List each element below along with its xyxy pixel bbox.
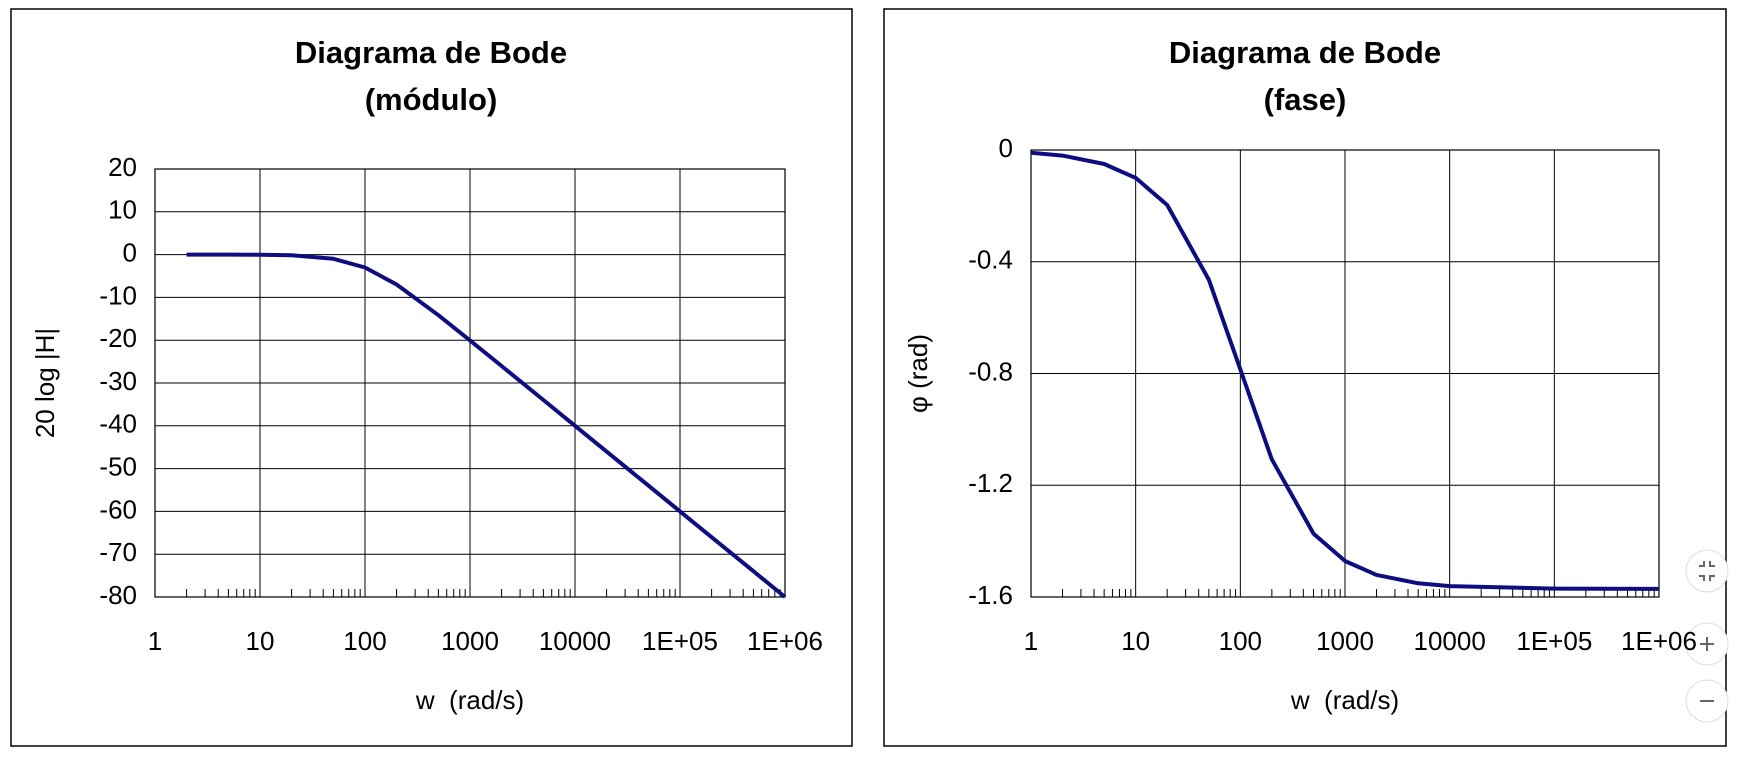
x-axis-title: w (rad/s) — [415, 685, 524, 715]
chart: Diagrama de Bode(módulo)1 10 100 1000 10000 1… — [30, 35, 823, 715]
y-tick-label: -50 — [99, 451, 137, 481]
x-tick-label: 100 — [343, 626, 386, 656]
fit-icon — [1699, 561, 1715, 581]
y-tick-label: -1.2 — [968, 468, 1013, 498]
y-tick-label: 0 — [999, 133, 1013, 163]
y-tick-label: -40 — [99, 409, 137, 439]
y-tick-label: -0.4 — [968, 245, 1013, 275]
x-tick-label: 1000 — [441, 626, 499, 656]
x-tick-label: 1 — [148, 626, 162, 656]
x-tick-label: 100 — [1219, 626, 1262, 656]
y-axis-title: 20 log |H| — [30, 328, 60, 438]
x-tick-label: 10000 — [539, 626, 611, 656]
chart: Diagrama de Bode (fase) 1 10 100 1000 10000 1E+… — [903, 35, 1697, 715]
chart-title: Diagrama de Bode — [1169, 35, 1441, 70]
y-axis-title: φ (rad) — [903, 334, 933, 413]
data-line — [186, 252, 787, 599]
y-tick-label: -60 — [99, 494, 137, 524]
zoom-in-icon — [1700, 637, 1714, 651]
x-tick-label: 10 — [246, 626, 275, 656]
x-tick-label: 1E+06 — [747, 626, 823, 656]
y-tick-label: 20 — [108, 152, 137, 182]
y-tick-label: -10 — [99, 280, 137, 310]
chart-title: (módulo) — [365, 82, 498, 117]
y-tick-label: -1.6 — [968, 580, 1013, 610]
y-tick-label: -80 — [99, 580, 137, 610]
chart-title: (fase) — [1264, 82, 1347, 117]
chart-title: Diagrama de Bode — [295, 35, 567, 70]
zoom-controls — [1685, 549, 1729, 723]
y-tick-label: 10 — [108, 195, 137, 225]
data-line — [1030, 150, 1660, 591]
x-tick-label: 1000 — [1316, 626, 1374, 656]
x-axis-title: w (rad/s) — [1290, 685, 1399, 715]
y-tick-label: -30 — [99, 366, 137, 396]
fit-button[interactable] — [1685, 549, 1729, 593]
x-tick-label: 10000 — [1414, 626, 1486, 656]
x-tick-label: 10 — [1121, 626, 1150, 656]
x-tick-label: 1E+05 — [642, 626, 718, 656]
y-tick-label: -0.8 — [968, 356, 1013, 386]
x-tick-label: 1E+05 — [1516, 626, 1592, 656]
y-tick-label: 0 — [123, 237, 137, 267]
y-tick-label: -70 — [99, 537, 137, 567]
y-tick-label: -20 — [99, 323, 137, 353]
x-tick-label: 1 — [1024, 626, 1038, 656]
x-tick-label: 1E+06 — [1621, 626, 1697, 656]
